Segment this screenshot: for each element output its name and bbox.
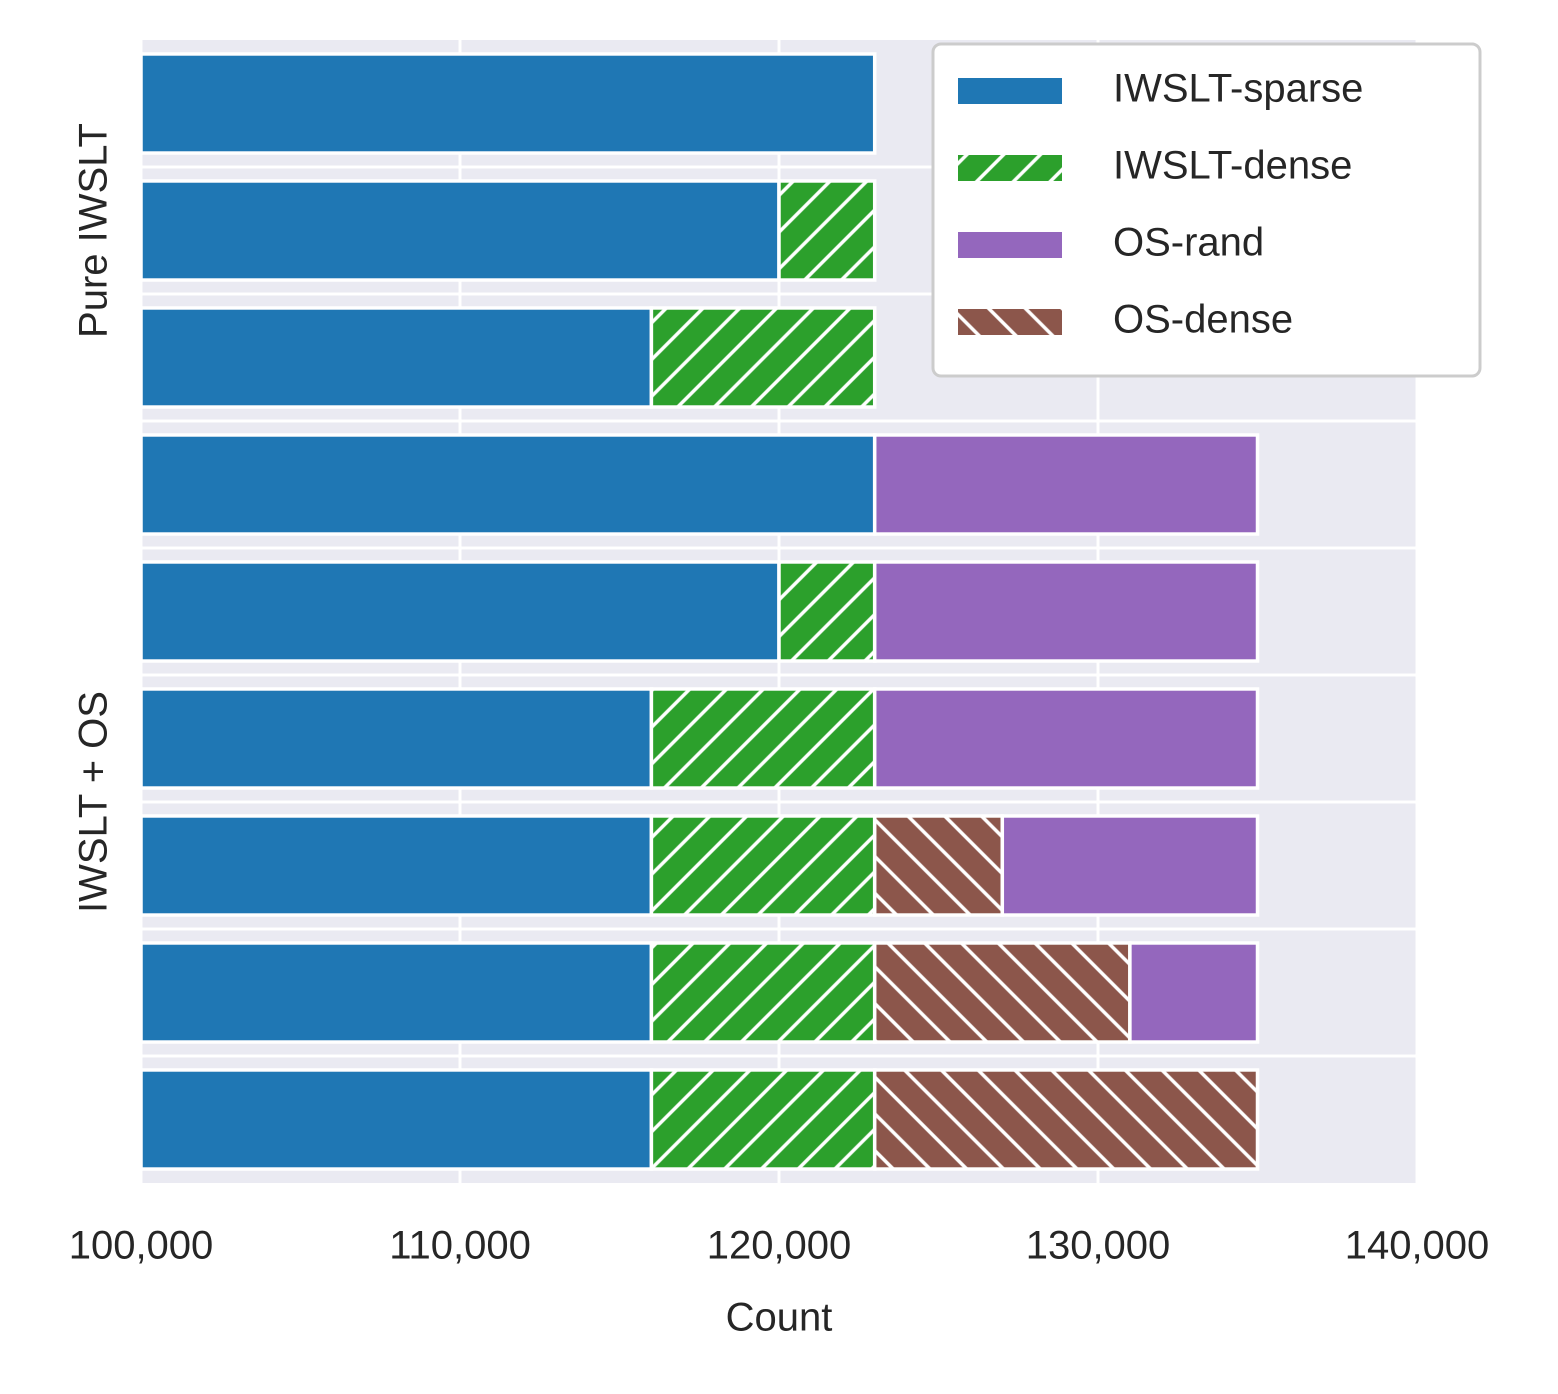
legend-swatch [956,307,1064,337]
bar-segment [139,814,654,917]
bar-segment [649,306,877,409]
bar-segment [139,941,654,1044]
bar-segment [872,814,1005,917]
x-axis-label: Count [726,1296,833,1340]
x-tick-label: 120,000 [707,1224,852,1268]
legend: IWSLT-sparse IWSLT-dense OS-rand OS-dense [931,42,1482,378]
legend-label: IWSLT-dense [1113,144,1352,188]
bar-segment [777,179,877,282]
bar-segment [139,433,877,536]
bar-segment [139,52,877,155]
legend-swatch [956,76,1064,106]
bar-segment [139,560,781,663]
bar-segment [649,814,877,917]
legend-box [931,42,1482,378]
bar-segment [139,687,654,790]
bar-segment [1128,941,1260,1044]
legend-label: OS-dense [1113,298,1293,342]
x-tick-label: 100,000 [69,1224,214,1268]
legend-label: IWSLT-sparse [1113,67,1363,111]
bar-segment [139,179,781,282]
bar-segment [1000,814,1260,917]
legend-swatch [956,153,1064,183]
bar-segment [649,941,877,1044]
bar-segment [872,941,1132,1044]
legend-label: OS-rand [1113,221,1264,265]
bar-segment [777,560,877,663]
bar-segment [872,433,1260,536]
bar-segment [649,1068,877,1171]
bar-segment [139,1068,654,1171]
bar-segment [872,687,1260,790]
bar-segment [872,560,1260,663]
x-tick-label: 110,000 [389,1224,531,1268]
y-group-label: Pure IWSLT [72,123,116,338]
bar-segment [872,1068,1260,1171]
bar-segment [139,306,654,409]
x-tick-label: 140,000 [1345,1224,1490,1268]
legend-swatch [956,230,1064,260]
bar-segment [649,687,877,790]
y-group-label: IWSLT + OS [72,691,116,913]
x-tick-label: 130,000 [1026,1224,1171,1268]
